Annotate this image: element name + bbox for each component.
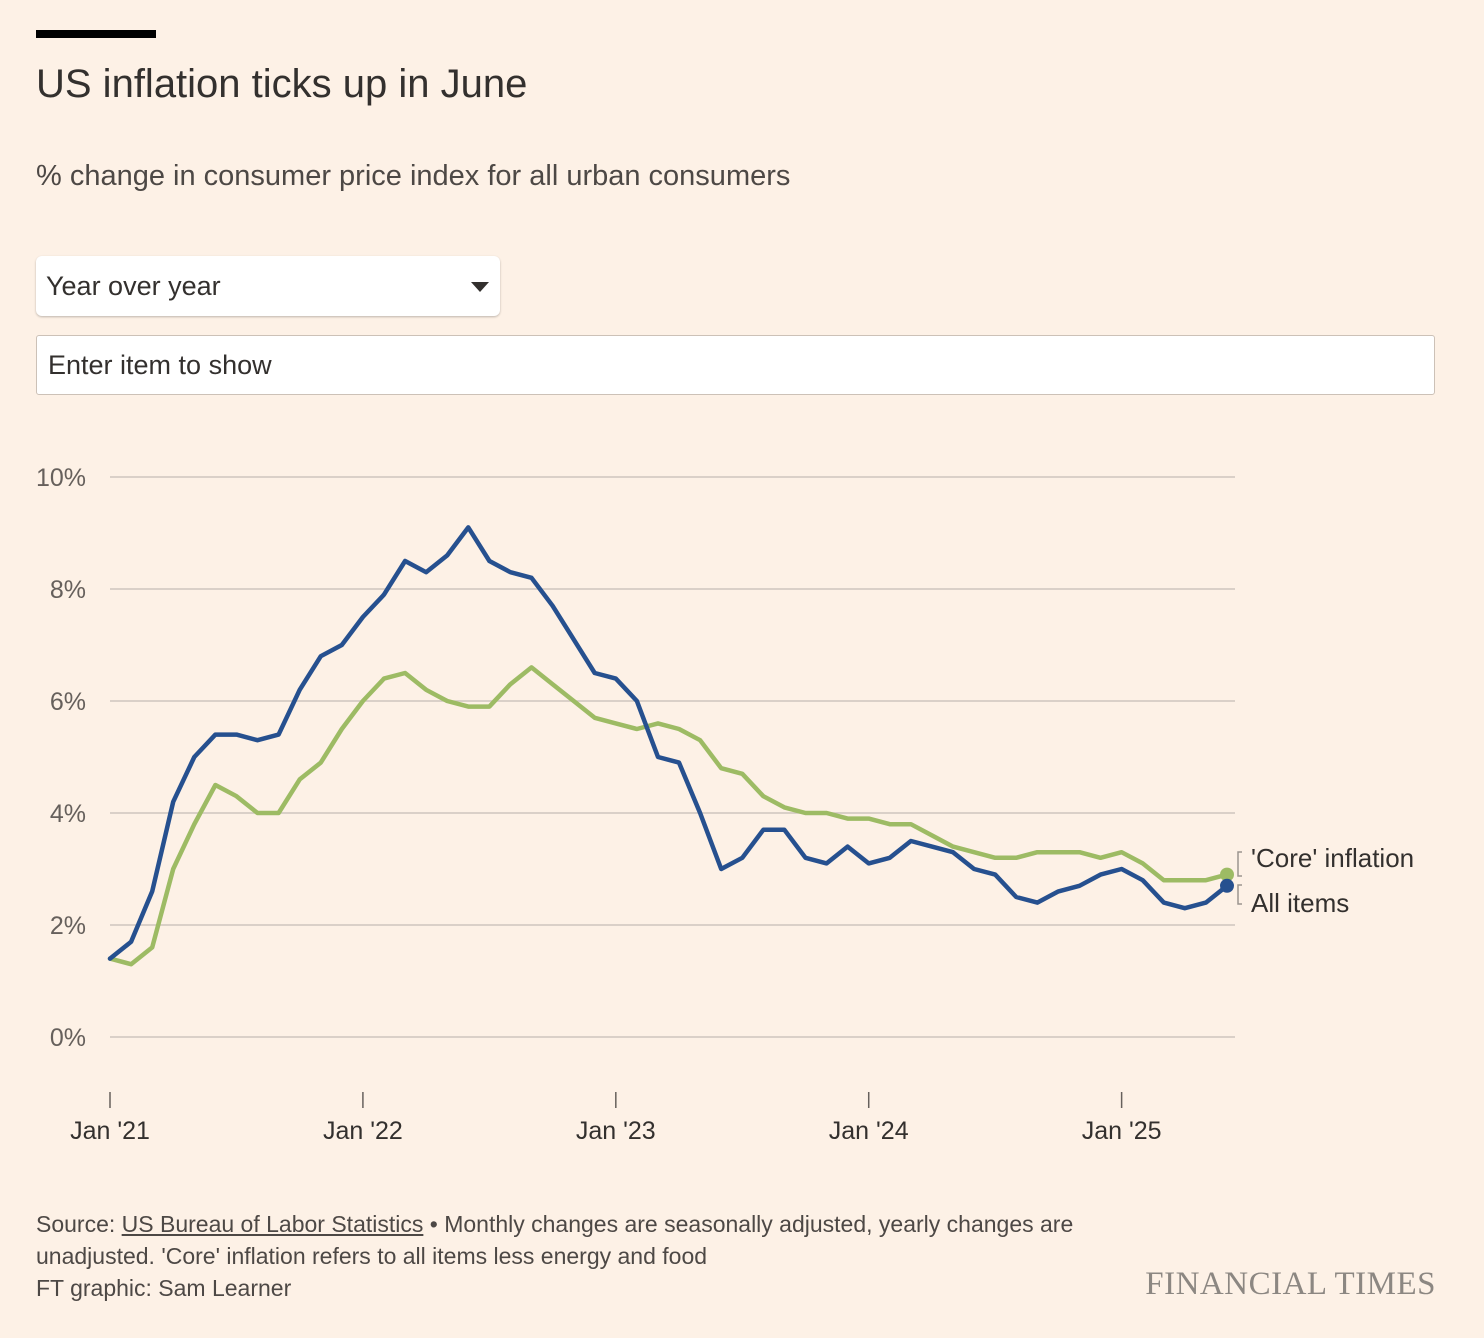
x-tick-label: Jan '22 — [323, 1117, 403, 1145]
ft-logo: FINANCIAL TIMES — [1145, 1266, 1436, 1302]
y-gridlines — [110, 476, 1235, 1038]
source-link[interactable]: US Bureau of Labor Statistics — [121, 1211, 424, 1237]
y-axis: 0% 2% 4% 6% 8% 10% — [36, 464, 86, 1052]
y-tick-label: 10% — [36, 464, 86, 492]
y-tick-label: 2% — [50, 912, 86, 940]
series-lines — [107, 525, 1234, 967]
x-tick-label: Jan '24 — [829, 1117, 909, 1145]
source-prefix: Source: — [36, 1211, 122, 1237]
period-dropdown[interactable]: Year over year — [36, 256, 500, 316]
chart-subtitle: % change in consumer price index for all… — [36, 160, 791, 192]
x-tick-label: Jan '25 — [1082, 1117, 1162, 1145]
series-line — [107, 665, 1230, 967]
x-tick-label: Jan '23 — [576, 1117, 656, 1145]
series-labels: 'Core' inflation All items — [1237, 843, 1414, 918]
series-label: All items — [1251, 888, 1349, 918]
chart-title: US inflation ticks up in June — [36, 62, 528, 106]
y-tick-label: 4% — [50, 800, 86, 828]
chart-footer: Source: US Bureau of Labor Statistics • … — [36, 1208, 1096, 1304]
label-bracket — [1237, 851, 1242, 877]
series-line — [107, 525, 1230, 961]
graphic-credit: FT graphic: Sam Learner — [36, 1275, 292, 1301]
x-axis: Jan '21 Jan '22 Jan '23 Jan '24 Jan '25 — [70, 1092, 1162, 1145]
y-tick-label: 0% — [50, 1024, 86, 1052]
series-end-marker — [1220, 878, 1234, 893]
series-end-marker — [1220, 867, 1234, 882]
period-dropdown-value: Year over year — [46, 271, 221, 301]
header-rule — [36, 30, 156, 38]
series-label: 'Core' inflation — [1251, 843, 1414, 873]
item-search-input[interactable] — [36, 335, 1435, 395]
line-chart: 0%2%4%6%8%10% Jan '21 Jan '22 Jan '23 Jan '… — [36, 464, 1414, 1145]
caret-down-icon — [471, 282, 489, 292]
y-tick-label: 8% — [50, 576, 86, 604]
label-bracket — [1237, 884, 1242, 905]
x-tick-label: Jan '21 — [70, 1117, 150, 1145]
y-tick-label: 6% — [50, 688, 86, 716]
footer-note: • Monthly changes are seasonally adjuste… — [36, 1211, 1074, 1269]
